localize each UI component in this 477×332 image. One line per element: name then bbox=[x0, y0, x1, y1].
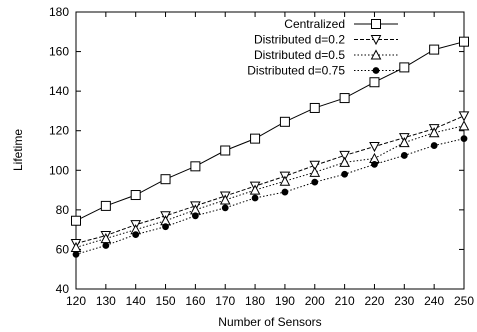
legend-marker bbox=[372, 67, 380, 74]
legend-marker bbox=[371, 19, 381, 29]
legend-label: Distributed d=0.2 bbox=[254, 33, 345, 47]
x-tick-label: 220 bbox=[364, 294, 384, 308]
series-2-point bbox=[339, 150, 350, 162]
y-axis-title: Lifetime bbox=[11, 129, 25, 171]
tick-marks bbox=[75, 11, 465, 290]
series-1-point bbox=[100, 200, 111, 211]
series-4-point bbox=[251, 194, 259, 202]
series-1-point bbox=[459, 36, 469, 47]
tick-labels: 120 130 140 150 160 170 180 190 200 210 220 230 240 2… bbox=[49, 5, 474, 308]
series-3-point bbox=[339, 156, 350, 167]
series-1-point bbox=[250, 133, 261, 144]
series-4-point bbox=[400, 152, 408, 159]
x-tick-label: 130 bbox=[96, 294, 116, 308]
series-markers bbox=[70, 36, 470, 258]
series-1-point bbox=[369, 77, 380, 88]
series-4-point bbox=[341, 170, 349, 178]
series-4-point bbox=[221, 204, 229, 212]
series-1-point bbox=[339, 93, 350, 104]
y-tick-label: 140 bbox=[49, 84, 69, 98]
y-tick-label: 100 bbox=[49, 163, 69, 177]
legend-label: Distributed d=0.75 bbox=[247, 64, 345, 78]
series-2-point bbox=[369, 141, 380, 153]
series-1-point bbox=[399, 62, 410, 73]
x-tick-label: 180 bbox=[245, 294, 265, 308]
series-1-point bbox=[220, 145, 231, 156]
y-tick-label: 60 bbox=[56, 242, 70, 256]
y-tick-label: 120 bbox=[49, 124, 69, 138]
series-4-point bbox=[371, 160, 378, 168]
legend-label: Distributed d=0.5 bbox=[254, 48, 345, 62]
series-2-point bbox=[309, 160, 321, 171]
x-tick-label: 150 bbox=[156, 294, 176, 308]
series-4-point bbox=[311, 178, 319, 186]
series-4-point bbox=[102, 242, 110, 249]
series-1-point bbox=[429, 44, 440, 55]
series-4-point bbox=[281, 188, 289, 196]
x-tick-label: 190 bbox=[275, 294, 295, 308]
y-tick-label: 180 bbox=[49, 5, 69, 19]
series-1-point bbox=[160, 174, 171, 185]
legend-marker bbox=[370, 34, 382, 46]
series-1-point bbox=[71, 215, 81, 226]
x-tick-label: 200 bbox=[305, 294, 325, 308]
series-2-point bbox=[458, 111, 470, 122]
series-3-point bbox=[458, 120, 470, 131]
series-1-point bbox=[130, 190, 141, 201]
series-1-point bbox=[279, 116, 290, 127]
series-3-point bbox=[309, 166, 321, 177]
x-tick-label: 250 bbox=[454, 294, 474, 308]
series-1-point bbox=[309, 102, 320, 113]
legend-label: Centralized bbox=[284, 17, 345, 31]
x-tick-label: 210 bbox=[335, 294, 355, 308]
series-3-point bbox=[100, 232, 112, 244]
series-3-point bbox=[398, 137, 410, 148]
series-line-2 bbox=[75, 115, 465, 244]
series-4-point bbox=[72, 250, 80, 258]
series-3-point bbox=[249, 184, 261, 195]
series-4-point bbox=[430, 142, 438, 149]
series-3-point bbox=[70, 241, 82, 252]
series-4-point bbox=[162, 223, 169, 231]
series-1-point bbox=[190, 161, 201, 172]
series-4-point bbox=[132, 231, 140, 238]
series-3-point bbox=[219, 194, 231, 205]
series-line-4 bbox=[75, 138, 465, 255]
x-tick-label: 160 bbox=[185, 294, 205, 308]
series-4-point bbox=[191, 212, 199, 220]
x-tick-label: 230 bbox=[394, 294, 414, 308]
y-tick-label: 80 bbox=[56, 203, 70, 217]
y-tick-label: 160 bbox=[49, 45, 69, 59]
legend-marker bbox=[370, 49, 382, 60]
x-tick-label: 140 bbox=[126, 294, 146, 308]
series-4-point bbox=[460, 135, 468, 143]
x-tick-label: 170 bbox=[215, 294, 235, 308]
series-3-point bbox=[428, 127, 440, 138]
plot-frame bbox=[75, 11, 465, 290]
x-tick-label: 120 bbox=[66, 294, 86, 308]
x-tick-label: 240 bbox=[424, 294, 444, 308]
series-line-3 bbox=[75, 125, 465, 248]
y-tick-label: 40 bbox=[56, 282, 70, 296]
series-3-point bbox=[279, 175, 291, 186]
x-axis-title: Number of Sensors bbox=[218, 315, 321, 329]
